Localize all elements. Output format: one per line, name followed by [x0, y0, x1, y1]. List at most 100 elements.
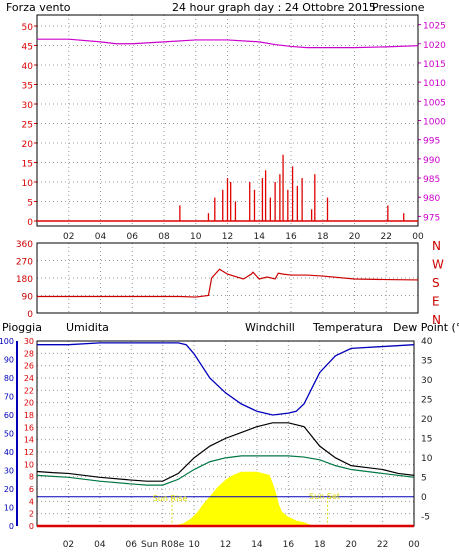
rain-tick-label: 8 — [29, 473, 34, 482]
humidity-tick-label: 0 — [9, 522, 14, 531]
temperature-tick-label: 5 — [421, 473, 427, 483]
rain-tick-label: 30 — [24, 337, 34, 346]
rain-tick-label: 10 — [24, 460, 34, 469]
sunset-label: Sun Set — [309, 492, 340, 501]
x-tick-label: 12 — [222, 232, 233, 242]
x-tick-label: 10 — [188, 540, 200, 550]
x-tick-label: 22 — [377, 540, 388, 550]
y-tick-label: 0 — [27, 310, 33, 320]
humidity-tick-label: 10 — [4, 504, 14, 513]
y2-tick-label: 1015 — [423, 60, 446, 70]
rain-tick-label: 2 — [29, 510, 34, 519]
chart-title: 24 hour graph day : 24 Ottobre 2015 — [172, 1, 376, 14]
rain-tick-label: 28 — [24, 349, 34, 358]
y-tick-label: 90 — [22, 293, 34, 303]
y2-tick-label: 1000 — [423, 118, 446, 128]
y-tick-label: 45 — [22, 43, 33, 53]
humidity-tick-label: 30 — [4, 467, 14, 476]
sun-area — [37, 471, 414, 526]
rain-tick-label: 24 — [24, 374, 34, 383]
y2-tick-label: 995 — [423, 137, 440, 147]
rain-tick-label: 18 — [24, 411, 34, 420]
y2-tick-label: 1010 — [423, 79, 446, 89]
x-tick-label: 02 — [63, 540, 74, 550]
temperature-tick-label: -5 — [421, 512, 430, 522]
y-tick-label: 0 — [27, 218, 33, 228]
humidity-tick-label: 60 — [4, 411, 14, 420]
rain-tick-label: 14 — [24, 436, 34, 445]
y2-tick-label: 975 — [423, 213, 440, 223]
x-tick-label: 18 — [317, 232, 329, 242]
x-tick-label: 16 — [283, 540, 295, 550]
windchill-label: Windchill — [245, 321, 295, 334]
plot-frame — [36, 14, 419, 227]
y-tick-label: 35 — [22, 82, 33, 92]
x-tick-label: 06 — [126, 540, 138, 550]
weather-panel: Sun Rise Sun Set0102030405060708090100024… — [0, 337, 433, 550]
y-tick-label: 40 — [22, 62, 34, 72]
y2-tick-label: 1020 — [423, 41, 446, 51]
wind-direction-line — [37, 268, 419, 298]
temperature-tick-label: 0 — [421, 493, 427, 503]
compass-label: N — [432, 239, 441, 253]
x-tick-label: 00 — [408, 540, 420, 550]
x-tick-label: 02 — [63, 232, 74, 242]
y-tick-label: 360 — [16, 240, 33, 250]
temperature-tick-label: 40 — [421, 337, 433, 347]
x-tick-label: 14 — [254, 232, 266, 242]
humidity-tick-label: 90 — [4, 356, 14, 365]
rain-tick-label: 6 — [29, 485, 34, 494]
humidity-tick-label: 40 — [4, 448, 14, 457]
rain-tick-label: 16 — [24, 423, 34, 432]
temperature-tick-label: 30 — [421, 376, 433, 386]
humidity-tick-label: 70 — [4, 393, 14, 402]
y-tick-label: 20 — [22, 140, 34, 150]
x-tick-label: 04 — [95, 232, 107, 242]
sunrise-label: Sun Rise — [153, 494, 188, 503]
y-tick-label: 5 — [27, 199, 33, 209]
temperature-line — [36, 422, 415, 482]
x-tick-label: 22 — [381, 232, 392, 242]
x-tick-label: 20 — [345, 540, 357, 550]
y2-tick-label: 1025 — [423, 22, 446, 32]
rain-tick-label: 12 — [24, 448, 34, 457]
x-tick-label: 04 — [94, 540, 106, 550]
temperature-tick-label: 10 — [421, 454, 433, 464]
y2-tick-label: 980 — [423, 194, 440, 204]
x-tick-label: 08 — [158, 232, 170, 242]
rain-tick-label: 22 — [24, 386, 34, 395]
temperature-label: Temperatura — [312, 321, 383, 334]
compass-label: S — [432, 276, 440, 290]
rain-tick-label: 26 — [24, 362, 34, 371]
rain-tick-label: 20 — [24, 399, 34, 408]
x-tick-label: Sun R08e — [141, 540, 185, 550]
x-tick-label: 14 — [251, 540, 263, 550]
humidity-tick-label: 100 — [0, 337, 14, 346]
x-tick-label: 06 — [127, 232, 139, 242]
compass-label: E — [432, 295, 440, 309]
temperature-tick-label: 15 — [421, 434, 432, 444]
temperature-tick-label: 35 — [421, 356, 432, 366]
temperature-tick-label: 20 — [421, 415, 433, 425]
y-tick-label: 30 — [22, 101, 34, 111]
x-tick-label: 20 — [349, 232, 361, 242]
dewpoint-line — [36, 455, 415, 486]
y-tick-label: 25 — [22, 121, 33, 131]
rain-tick-label: 0 — [29, 522, 34, 531]
y-tick-label: 15 — [22, 160, 33, 170]
humidity-tick-label: 50 — [4, 430, 14, 439]
y-tick-label: 180 — [16, 275, 33, 285]
x-tick-label: 12 — [220, 540, 231, 550]
y2-tick-label: 985 — [423, 175, 440, 185]
y2-tick-label: 1005 — [423, 98, 446, 108]
y-tick-label: 270 — [16, 258, 33, 268]
compass-label: N — [432, 313, 441, 327]
compass-label: W — [432, 258, 444, 272]
x-tick-label: 18 — [314, 540, 326, 550]
pressure-line — [37, 38, 419, 49]
temperature-tick-label: 25 — [421, 395, 432, 405]
wind-axis-label: Forza vento — [6, 1, 71, 14]
humidity-tick-label: 20 — [4, 485, 14, 494]
